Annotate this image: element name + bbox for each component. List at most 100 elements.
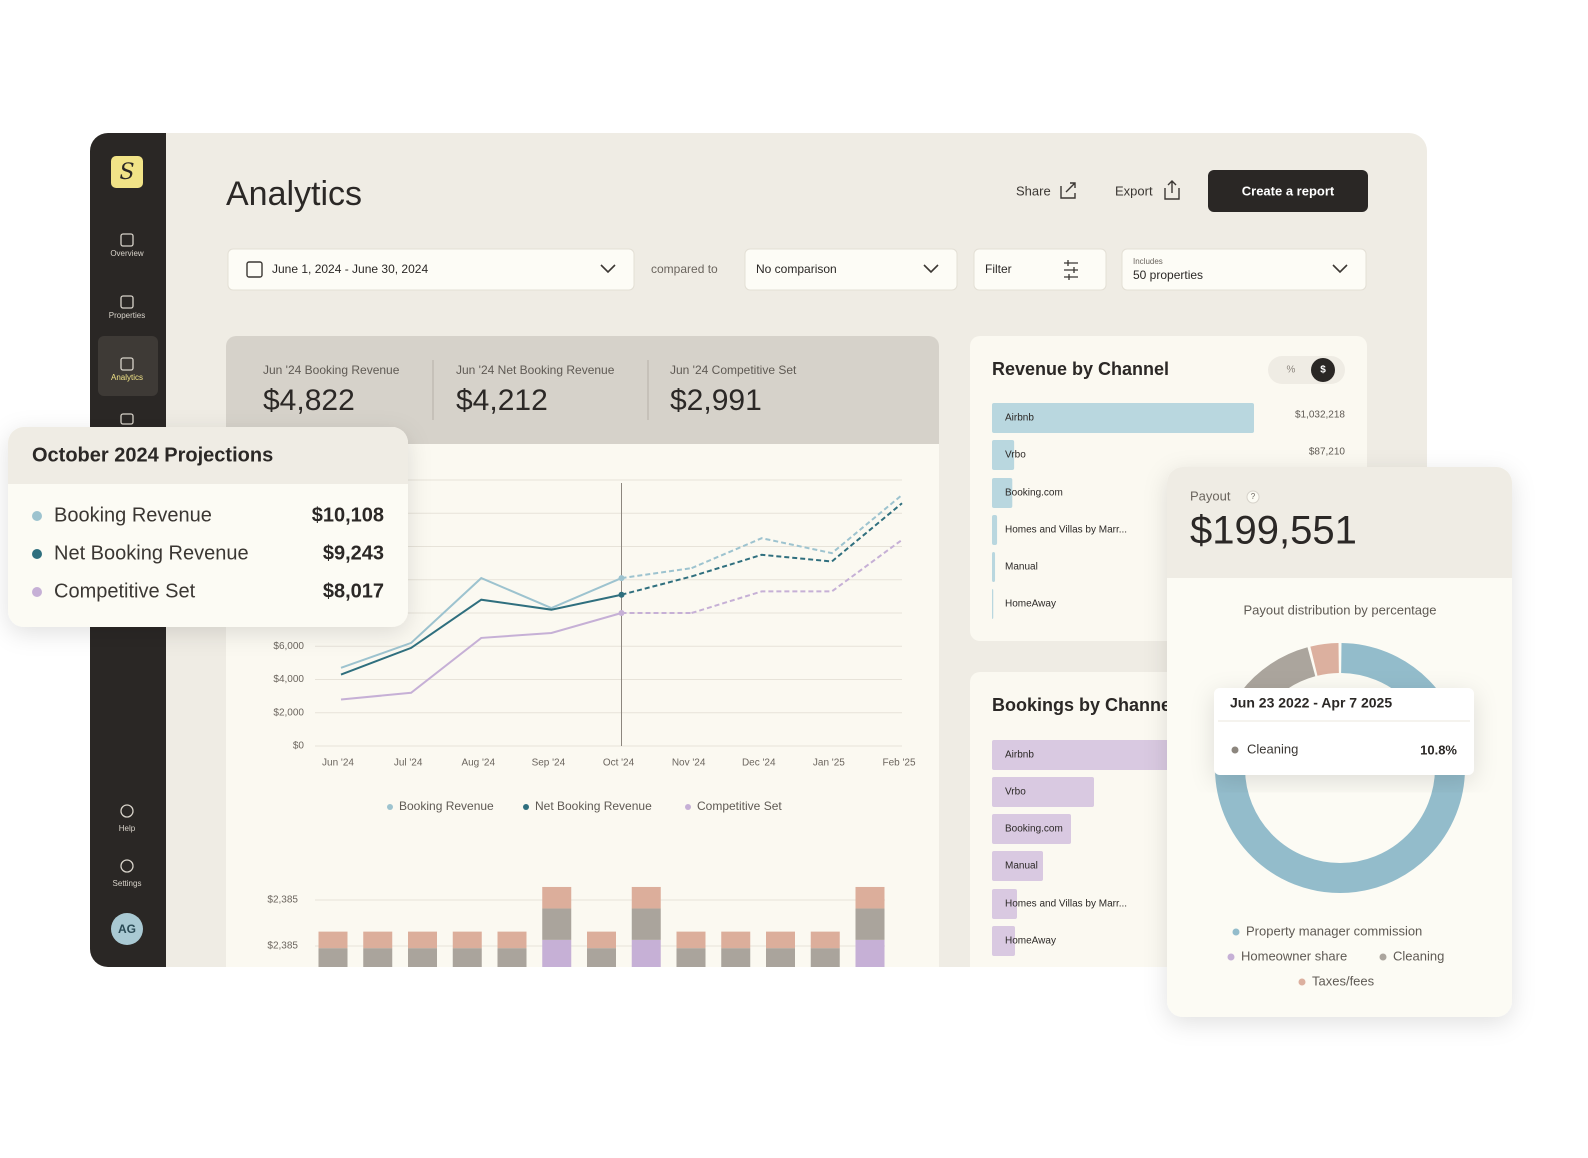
tooltip-label: Cleaning [1247, 741, 1298, 756]
nav-label[interactable]: Analytics [111, 373, 143, 382]
nav-label[interactable]: Properties [109, 311, 145, 320]
x-tick-label: Feb '25 [882, 758, 915, 769]
bar-label: HomeAway [1005, 936, 1056, 947]
create-report-label[interactable]: Create a report [1242, 183, 1335, 198]
toggle-active[interactable] [1311, 358, 1335, 382]
bar-segment [810, 948, 840, 967]
page-title: Analytics [226, 175, 362, 213]
hover-dot [618, 591, 625, 598]
bar-segment [452, 948, 482, 967]
bar-segment [408, 931, 437, 949]
legend-dot [1227, 953, 1235, 961]
tooltip-value: 10.8% [1420, 742, 1457, 757]
bar [992, 851, 1043, 881]
hover-dot [618, 610, 625, 616]
filter-label[interactable]: Filter [985, 262, 1012, 276]
x-tick-label: Aug '24 [461, 758, 495, 769]
bar-segment [766, 931, 795, 949]
nav-icon [120, 295, 134, 309]
toggle-option[interactable]: % [1287, 365, 1296, 376]
nav-icon [120, 804, 134, 818]
y-tick-label: $0 [293, 741, 305, 752]
projected-line [691, 539, 903, 614]
nav-label[interactable]: Overview [110, 249, 144, 258]
kpi-value: $4,212 [456, 384, 548, 417]
bar [992, 777, 1094, 807]
nav-label[interactable]: Settings [113, 879, 142, 888]
legend-label: Booking Revenue [399, 799, 494, 813]
filter-box[interactable] [973, 248, 1107, 291]
comparison[interactable]: No comparison [756, 262, 837, 276]
projected-line [691, 502, 903, 578]
nav-icon [120, 859, 134, 873]
bar-label: Manual [1005, 861, 1038, 872]
action-export[interactable]: Export [1115, 183, 1153, 198]
kpi-value: $2,991 [670, 384, 762, 417]
includes-value[interactable]: 50 properties [1133, 268, 1203, 282]
row-dot [32, 587, 42, 597]
bar [992, 814, 1071, 844]
row-dot [32, 549, 42, 559]
y-tick-label: $2,385 [267, 941, 298, 952]
nav-label[interactable]: Help [119, 824, 136, 833]
bar-segment [542, 908, 572, 940]
row-dot [32, 511, 42, 521]
donut-segment [1310, 643, 1340, 676]
legend-dot [523, 804, 529, 810]
bar [992, 515, 998, 545]
avatar-initials: AG [118, 922, 136, 936]
projection-connector [621, 567, 692, 580]
calendar-icon [246, 261, 263, 278]
nav-icon [120, 357, 134, 371]
row-name: Net Booking Revenue [54, 542, 249, 564]
action-share[interactable]: Share [1016, 183, 1051, 198]
projected-line [691, 494, 903, 570]
x-tick-label: Nov '24 [672, 758, 706, 769]
bar-label: Vrbo [1005, 450, 1026, 461]
bar-segment [542, 886, 572, 909]
bar-segment [810, 931, 840, 949]
create-report-button[interactable] [1208, 170, 1368, 212]
y-tick-label: $6,000 [273, 641, 304, 652]
bar-label: Airbnb [1005, 750, 1034, 761]
bar-segment [318, 931, 348, 949]
filter-box[interactable] [1121, 248, 1367, 291]
projection-connector [621, 575, 692, 596]
export-icon [1164, 180, 1180, 200]
legend-label: Homeowner share [1241, 948, 1347, 963]
chevron [600, 264, 616, 274]
x-tick-label: Dec '24 [742, 758, 776, 769]
filter-icon [1064, 260, 1078, 280]
bar-segment [855, 886, 885, 909]
bar [992, 889, 1017, 919]
projections-title: October 2024 Projections [32, 444, 273, 466]
x-tick-label: Jun '24 [322, 758, 354, 769]
series-line [340, 612, 622, 701]
x-tick-label: Oct '24 [603, 758, 635, 769]
legend-label: Taxes/fees [1312, 973, 1375, 988]
chevron [1332, 264, 1348, 274]
bar-segment [631, 886, 661, 909]
help-icon [1246, 490, 1260, 504]
avatar [111, 913, 143, 945]
y-tick-label: $4,000 [273, 674, 304, 685]
bar-segment [721, 931, 751, 949]
tooltip [1214, 688, 1474, 775]
bar-segment [766, 948, 795, 967]
date-range[interactable]: June 1, 2024 - June 30, 2024 [272, 262, 428, 276]
bar-segment [318, 948, 348, 967]
y-tick-label: $2,000 [273, 707, 304, 718]
includes-label: Includes [1133, 257, 1163, 266]
bar [992, 440, 1015, 470]
kpi-value: $4,822 [263, 384, 355, 417]
toggle-option[interactable]: $ [1320, 365, 1326, 376]
row-value: $9,243 [323, 542, 384, 564]
legend-dot [387, 804, 393, 810]
bar-segment [721, 948, 751, 967]
legend-label: Property manager commission [1246, 923, 1422, 938]
filter-box[interactable] [227, 248, 635, 291]
legend-dot [1298, 978, 1306, 986]
hover-dot [618, 575, 625, 582]
filter-box[interactable] [744, 248, 958, 291]
x-tick-label: Jul '24 [394, 758, 423, 769]
